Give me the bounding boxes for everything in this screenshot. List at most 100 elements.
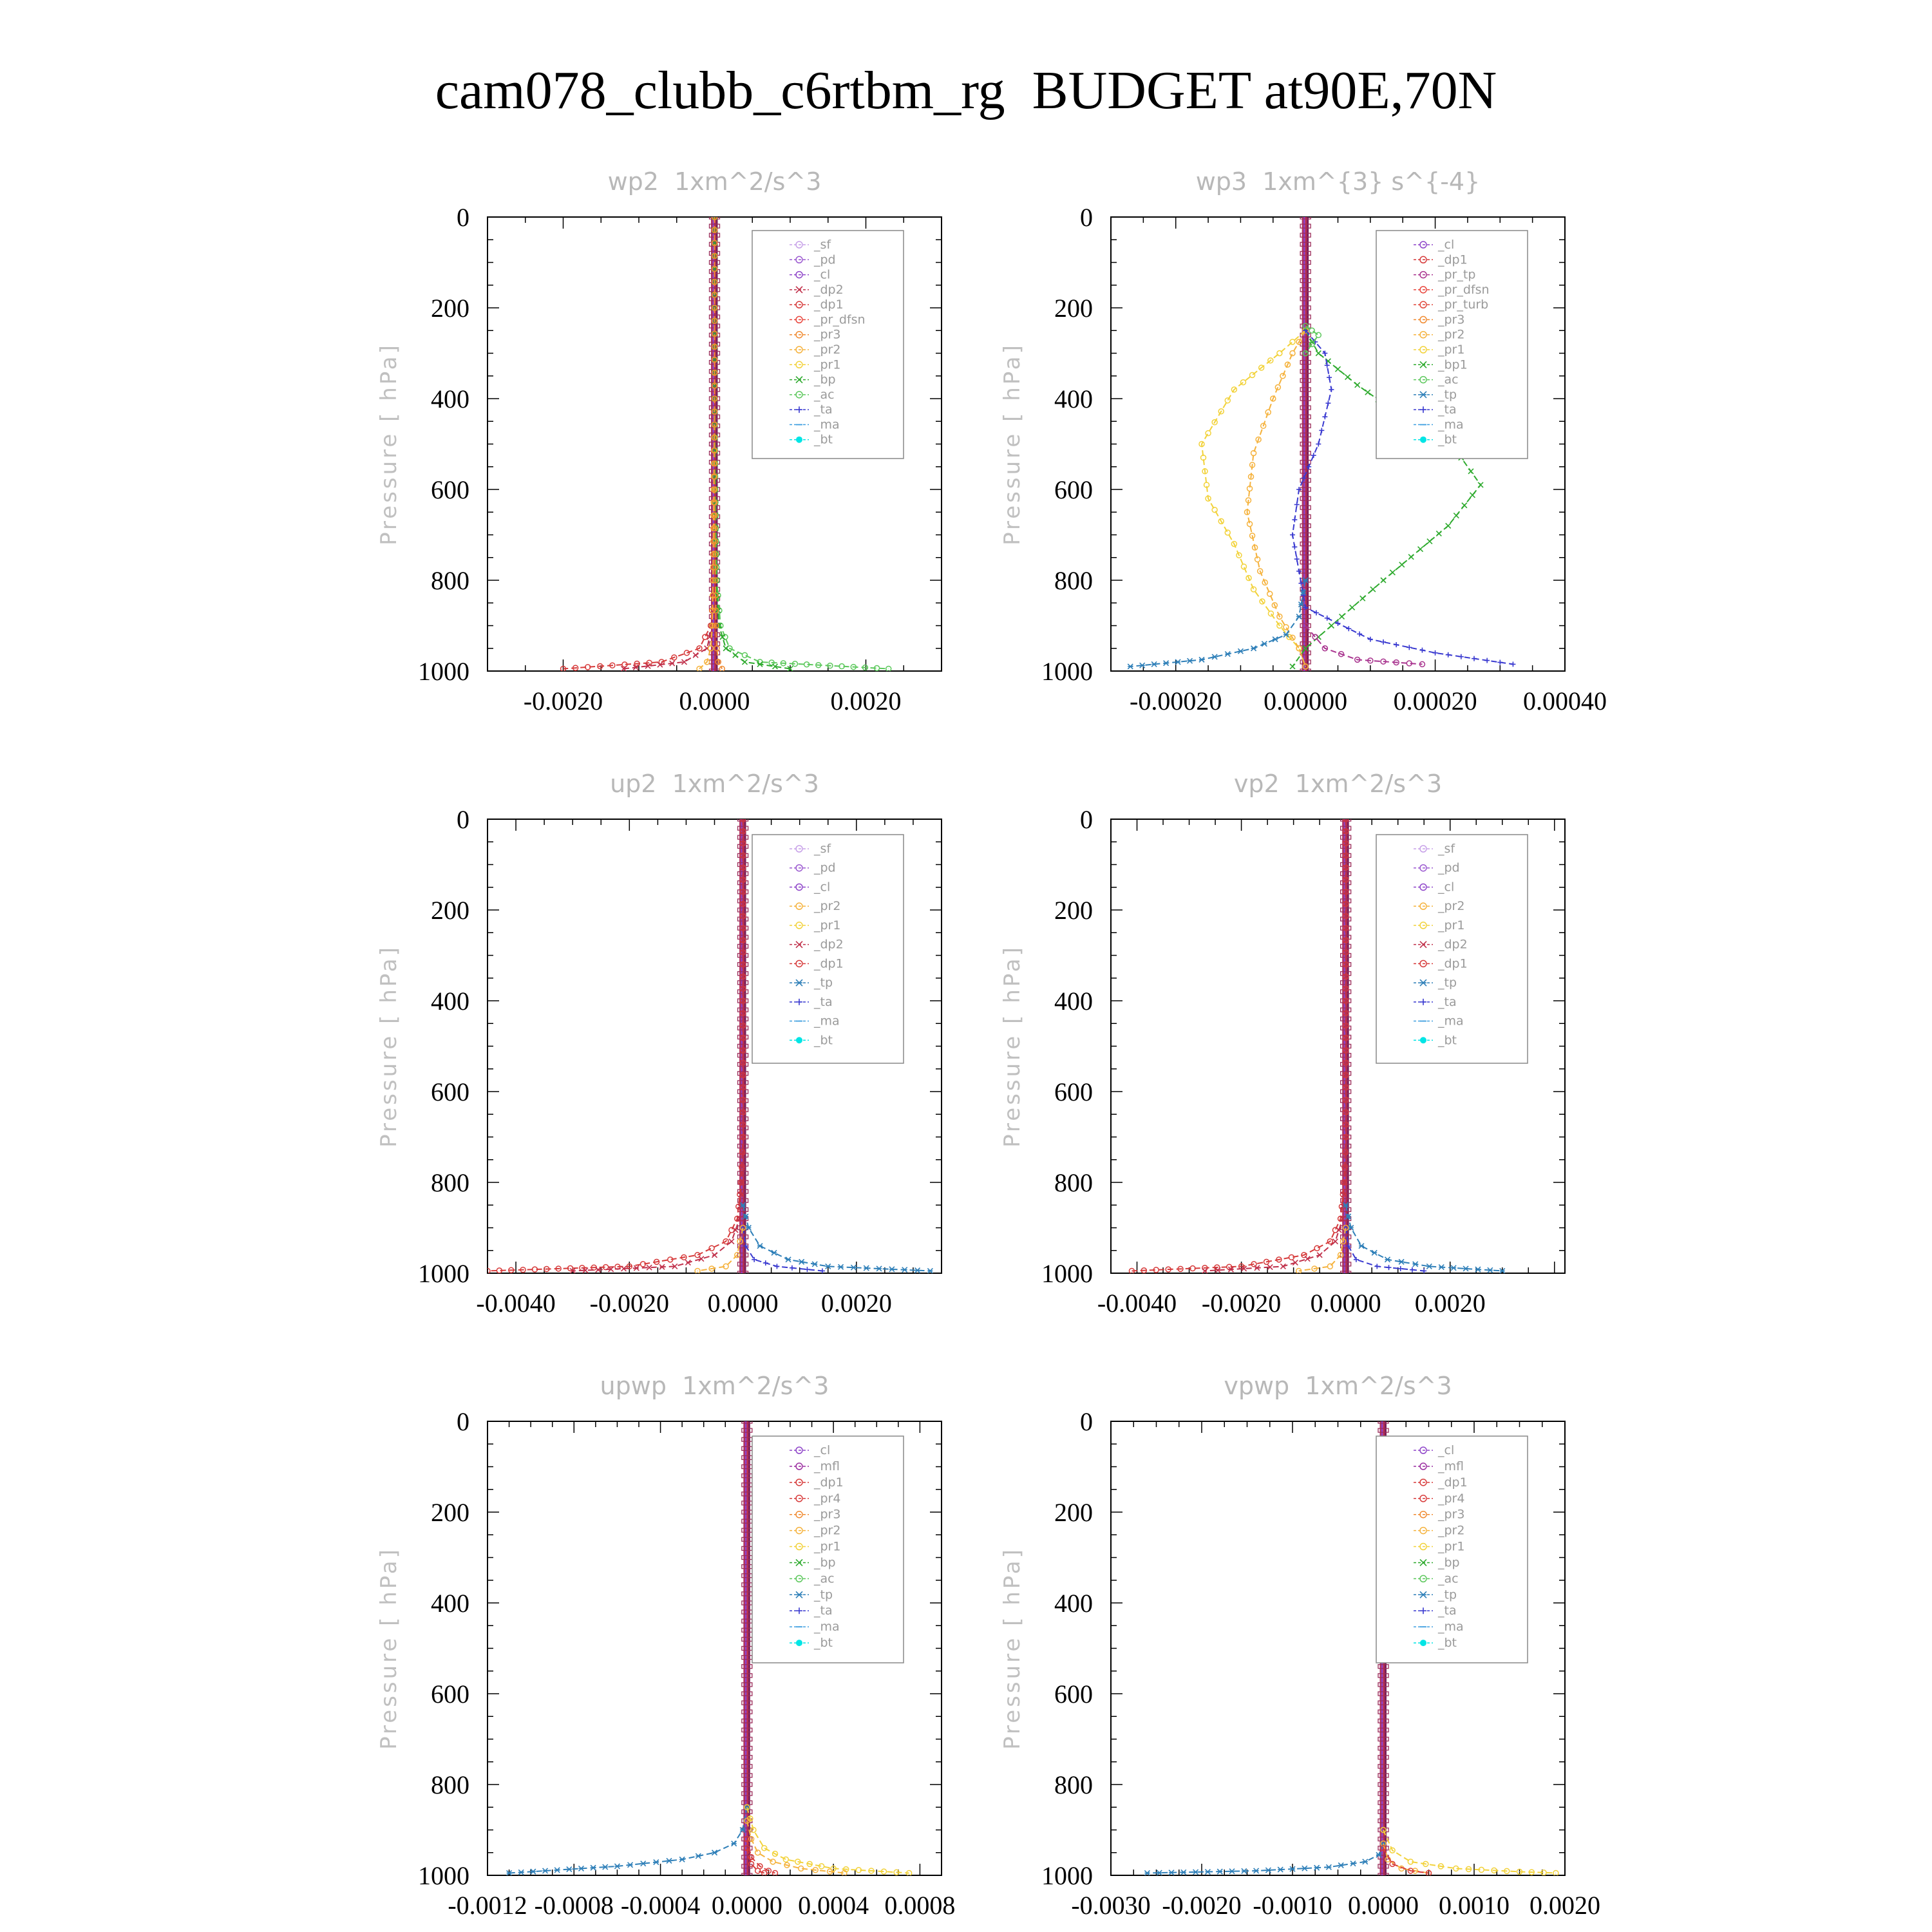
series-marker <box>795 1859 801 1865</box>
series-line <box>1130 580 1307 667</box>
series-marker <box>1240 379 1247 386</box>
series-marker <box>796 1640 802 1647</box>
x-tick-label: 0.0020 <box>831 687 902 715</box>
series-marker <box>1393 659 1399 666</box>
series-marker <box>795 241 803 249</box>
zero-profile-marker <box>1378 1800 1389 1805</box>
zero-profile-marker <box>1378 1818 1389 1824</box>
zero-profile-marker <box>737 1189 749 1194</box>
series-marker <box>1465 1866 1472 1873</box>
series-marker <box>620 665 627 671</box>
legend-label: _mfl <box>1437 1459 1464 1473</box>
series-marker <box>1423 1861 1429 1868</box>
zero-profile-marker <box>1300 460 1311 465</box>
series-marker <box>1341 1179 1348 1186</box>
series-marker <box>739 1059 746 1066</box>
series-marker <box>784 1862 790 1868</box>
series-marker <box>1343 864 1349 871</box>
series-marker <box>719 634 726 640</box>
legend: _sf_pd_cl_dp2_dp1_pr_dfsn_pr3_pr2_pr1_bp… <box>752 230 904 459</box>
series-marker <box>722 634 728 640</box>
series-marker <box>711 486 718 493</box>
zero-profile-marker <box>1378 1682 1389 1687</box>
series-marker <box>795 361 803 369</box>
series-marker <box>711 369 718 376</box>
series-marker <box>609 662 616 668</box>
x-tick-label: -0.0020 <box>1162 1891 1241 1920</box>
zero-profile-marker <box>1300 314 1311 319</box>
series-marker <box>1461 502 1468 509</box>
series-marker <box>1343 1133 1349 1141</box>
series-marker <box>1276 622 1283 629</box>
x-tick-label: 0.0020 <box>821 1289 892 1318</box>
series-marker <box>1389 569 1396 576</box>
x-tick-label: 0.00000 <box>1264 687 1347 715</box>
series-marker <box>841 1870 848 1875</box>
legend-label: _pr2 <box>813 899 840 913</box>
series-marker <box>770 1859 776 1865</box>
series-marker <box>812 1867 819 1873</box>
series-line <box>573 819 744 1272</box>
legend-label: _pr4 <box>1437 1492 1464 1506</box>
series-marker <box>905 1870 913 1875</box>
x-tick-label: -0.00020 <box>1130 687 1222 715</box>
series-marker <box>1389 1847 1396 1853</box>
series-marker <box>723 1263 729 1270</box>
legend-label: _pr1 <box>813 357 840 372</box>
series-marker <box>1262 579 1268 586</box>
legend-label: _dp1 <box>813 298 844 312</box>
series-marker <box>1338 650 1345 658</box>
series-marker <box>1435 530 1442 537</box>
zero-profile-marker <box>1300 387 1311 392</box>
zero-profile-marker <box>741 1873 753 1875</box>
plot-data <box>506 1421 913 1875</box>
series-marker <box>723 1238 729 1245</box>
series-marker <box>815 661 822 668</box>
series-marker <box>711 434 718 441</box>
series-marker <box>1345 374 1351 381</box>
y-axis-label: Pressure [ hPa] <box>376 945 402 1148</box>
series-marker <box>711 421 718 428</box>
legend-label: _dp2 <box>813 938 844 952</box>
zero-profile-marker <box>737 1171 749 1176</box>
series-marker <box>1419 922 1427 929</box>
y-tick-label: 1000 <box>418 657 469 686</box>
series-marker <box>818 1863 825 1870</box>
zero-profile-marker <box>1378 1718 1389 1723</box>
series-marker <box>1419 1558 1427 1567</box>
series-marker <box>1343 961 1349 968</box>
series-marker <box>1407 1868 1414 1874</box>
series-line <box>714 217 723 669</box>
series-marker <box>659 1264 665 1270</box>
zero-profile-marker <box>741 1421 753 1424</box>
series-marker <box>1295 1267 1302 1273</box>
series-marker <box>1198 440 1205 448</box>
y-tick-label: 400 <box>431 384 469 413</box>
series-marker <box>507 1267 515 1273</box>
series-marker <box>711 447 718 454</box>
zero-profile-marker <box>1300 432 1311 438</box>
zero-profile-marker <box>1300 441 1311 447</box>
series-marker <box>1227 1266 1234 1273</box>
series-marker <box>1332 1227 1339 1233</box>
series-marker <box>694 1267 701 1273</box>
legend-label: _bt <box>813 1033 833 1047</box>
series-marker <box>713 622 719 629</box>
series-marker <box>1468 468 1474 475</box>
legend: _cl_dp1_pr_tp_pr_dfsn_pr_turb_pr3_pr2_pr… <box>1376 230 1528 459</box>
series-marker <box>702 634 708 640</box>
x-tick-label: -0.0020 <box>590 1289 669 1318</box>
series-marker <box>850 663 857 670</box>
series-marker <box>1380 1844 1387 1852</box>
series-marker <box>750 1826 757 1833</box>
series-marker <box>1417 546 1424 553</box>
series-marker <box>657 661 663 668</box>
series-marker <box>1251 1261 1257 1267</box>
series-marker <box>1343 937 1349 943</box>
zero-profile-marker <box>741 1718 753 1723</box>
series-marker <box>710 551 717 558</box>
series-marker <box>838 663 845 670</box>
series-marker <box>1343 876 1349 883</box>
series-marker <box>1259 598 1265 605</box>
series-line <box>1291 330 1513 665</box>
